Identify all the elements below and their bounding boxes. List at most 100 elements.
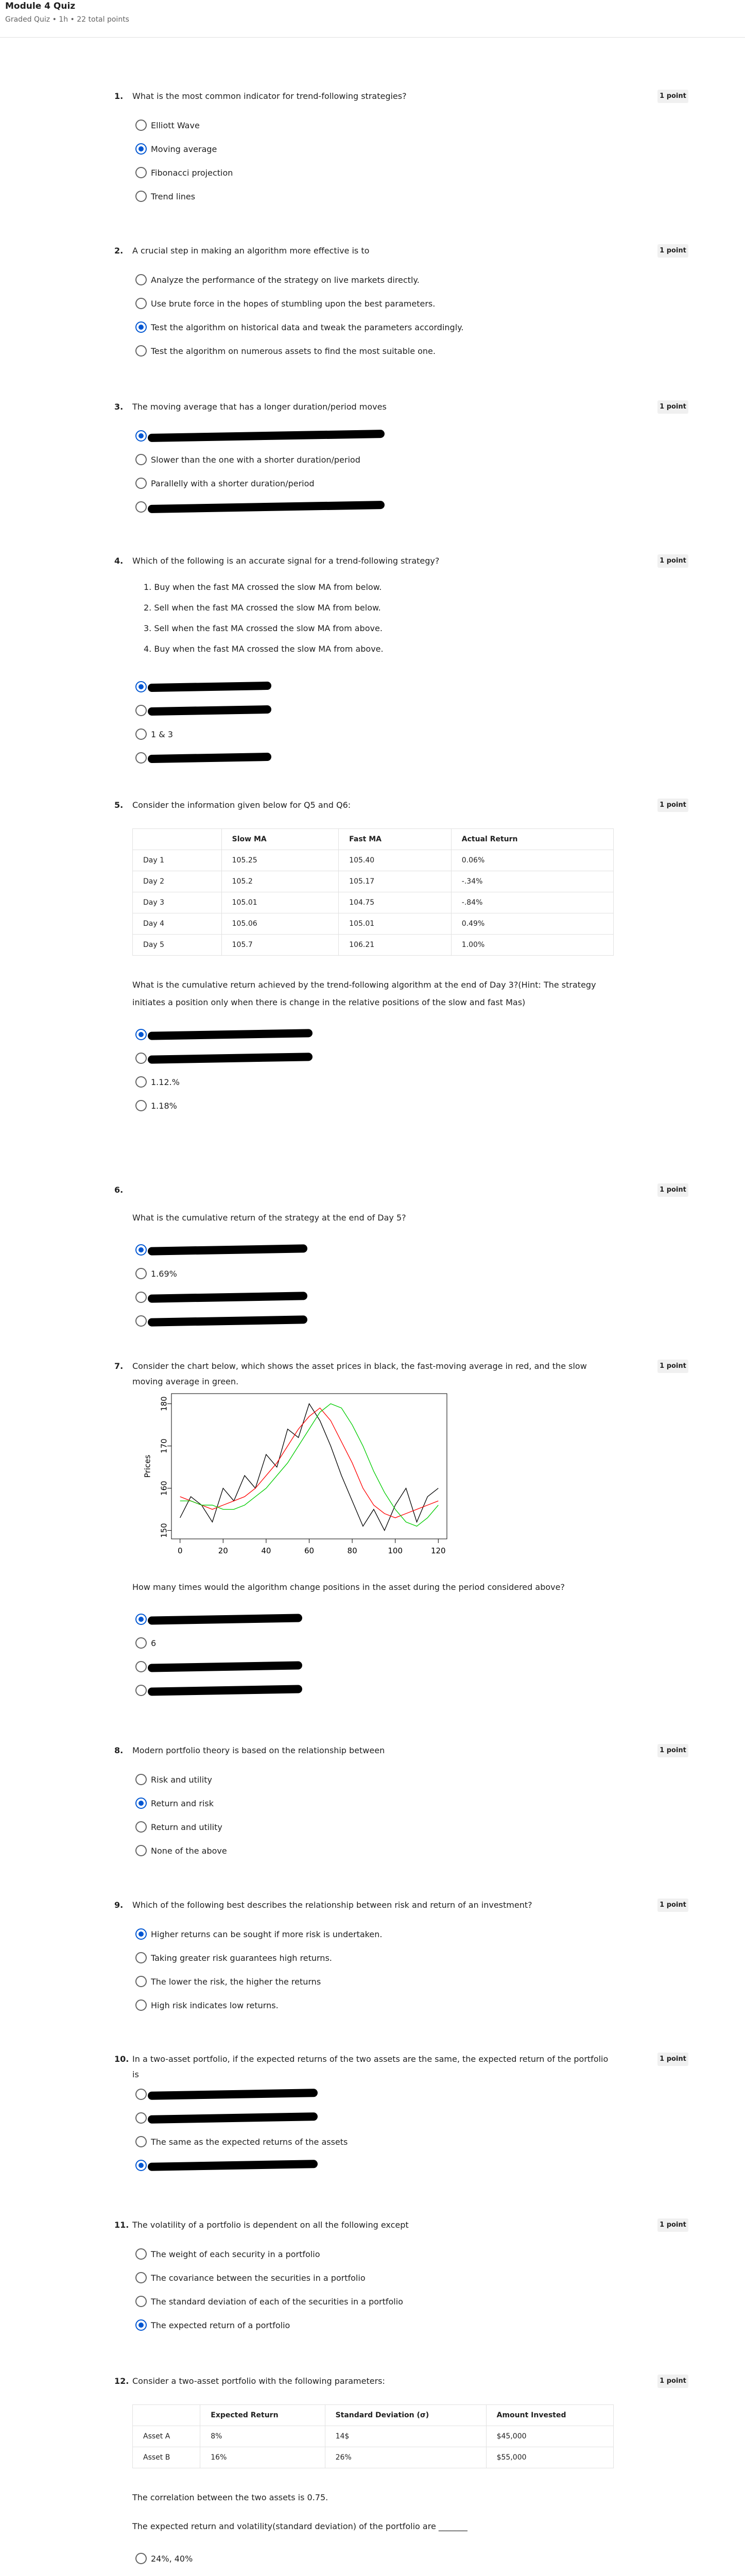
answer-option[interactable]: Return and utility <box>132 1815 614 1839</box>
radio-button[interactable] <box>135 345 147 357</box>
radio-button[interactable] <box>135 120 147 131</box>
radio-button[interactable] <box>135 143 147 155</box>
radio-button[interactable] <box>135 274 147 285</box>
answer-option[interactable]: Analyze the performance of the strategy … <box>132 268 614 292</box>
answer-option[interactable] <box>132 1023 614 1046</box>
answer-option[interactable] <box>132 1285 614 1309</box>
table-header-cell <box>132 2404 201 2426</box>
answer-option[interactable]: Taking greater risk guarantees high retu… <box>132 1946 614 1970</box>
radio-button[interactable] <box>135 1976 147 1987</box>
radio-button[interactable] <box>135 298 147 309</box>
radio-button[interactable] <box>135 2136 147 2147</box>
radio-button[interactable] <box>135 681 147 692</box>
radio-button[interactable] <box>135 2089 147 2100</box>
answer-option[interactable] <box>132 1655 614 1679</box>
radio-button[interactable] <box>135 1614 147 1625</box>
answer-option[interactable]: The lower the risk, the higher the retur… <box>132 1970 614 1993</box>
answer-option[interactable]: 1 & 3 <box>132 722 614 746</box>
points-badge: 1 point <box>657 2218 688 2232</box>
radio-button[interactable] <box>135 2296 147 2307</box>
answer-option[interactable]: 1.69% <box>132 1262 614 1285</box>
radio-button[interactable] <box>135 1268 147 1279</box>
answer-option[interactable]: 6 <box>132 1631 614 1655</box>
answer-option[interactable] <box>132 495 614 519</box>
radio-button[interactable] <box>135 454 147 465</box>
answer-option[interactable] <box>132 699 614 722</box>
radio-button[interactable] <box>135 321 147 333</box>
answer-option[interactable]: None of the above <box>132 1839 614 1862</box>
radio-button[interactable] <box>135 705 147 716</box>
answer-option[interactable]: The weight of each security in a portfol… <box>132 2242 614 2266</box>
radio-button[interactable] <box>135 1774 147 1785</box>
answer-option[interactable]: Test the algorithm on numerous assets to… <box>132 339 614 363</box>
answer-option[interactable]: The same as the expected returns of the … <box>132 2130 614 2154</box>
radio-button[interactable] <box>135 1244 147 1256</box>
answer-option[interactable] <box>132 424 614 448</box>
answer-option[interactable] <box>132 1607 614 1631</box>
question-header: 11. The volatility of a portfolio is depe… <box>0 2217 745 2233</box>
radio-button[interactable] <box>135 2112 147 2124</box>
radio-button[interactable] <box>135 1637 147 1649</box>
answer-option[interactable]: Higher returns can be sought if more ris… <box>132 1922 614 1946</box>
answer-option[interactable] <box>132 675 614 699</box>
answer-option[interactable]: 1.12.% <box>132 1070 614 1094</box>
radio-button[interactable] <box>135 167 147 178</box>
answer-option[interactable]: The standard deviation of each of the se… <box>132 2290 614 2313</box>
answer-option[interactable]: Moving average <box>132 137 614 161</box>
radio-button[interactable] <box>135 1315 147 1327</box>
answer-option[interactable]: Elliott Wave <box>132 113 614 137</box>
radio-button[interactable] <box>135 430 147 442</box>
table-cell: Day 5 <box>132 934 222 956</box>
radio-button[interactable] <box>135 1076 147 1088</box>
radio-button[interactable] <box>135 1952 147 1963</box>
radio-button[interactable] <box>135 1053 147 1064</box>
option-text: Higher returns can be sought if more ris… <box>151 1929 383 1939</box>
radio-button[interactable] <box>135 1999 147 2011</box>
answer-option[interactable]: 1.18% <box>132 1094 614 1117</box>
answer-option[interactable]: Return and risk <box>132 1791 614 1815</box>
radio-button[interactable] <box>135 1661 147 1672</box>
answer-option[interactable]: 24%, 40% <box>132 2547 614 2570</box>
answer-option[interactable]: Parallelly with a shorter duration/perio… <box>132 471 614 495</box>
radio-button[interactable] <box>135 478 147 489</box>
question-text: What is the most common indicator for tr… <box>132 91 407 101</box>
answer-option[interactable] <box>132 746 614 770</box>
radio-button[interactable] <box>135 2160 147 2171</box>
answer-option[interactable]: Slower than the one with a shorter durat… <box>132 448 614 471</box>
quiz-title: Module 4 Quiz <box>5 1 76 11</box>
radio-button[interactable] <box>135 1100 147 1111</box>
answer-option[interactable] <box>132 2154 614 2177</box>
radio-button[interactable] <box>135 2248 147 2260</box>
radio-button[interactable] <box>135 1928 147 1940</box>
answer-option[interactable] <box>132 1046 614 1070</box>
answer-option[interactable]: 12%, 20% <box>132 2570 614 2576</box>
answer-option[interactable]: Fibonacci projection <box>132 161 614 184</box>
answer-option[interactable] <box>132 2082 614 2106</box>
radio-button[interactable] <box>135 1685 147 1696</box>
option-text: High risk indicates low returns. <box>151 2000 279 2010</box>
radio-button[interactable] <box>135 191 147 202</box>
answer-option[interactable] <box>132 1309 614 1333</box>
radio-button[interactable] <box>135 2272 147 2283</box>
radio-button[interactable] <box>135 1821 147 1833</box>
radio-button[interactable] <box>135 1798 147 1809</box>
answer-option[interactable]: Trend lines <box>132 184 614 208</box>
answer-option[interactable]: The covariance between the securities in… <box>132 2266 614 2290</box>
answer-option[interactable] <box>132 2106 614 2130</box>
radio-button[interactable] <box>135 1029 147 1040</box>
radio-button[interactable] <box>135 2319 147 2331</box>
answer-option[interactable]: Test the algorithm on historical data an… <box>132 315 614 339</box>
radio-button[interactable] <box>135 752 147 764</box>
table-cell: Day 1 <box>132 850 222 871</box>
answer-option[interactable] <box>132 1679 614 1702</box>
answer-option[interactable]: High risk indicates low returns. <box>132 1993 614 2017</box>
radio-button[interactable] <box>135 2553 147 2564</box>
radio-button[interactable] <box>135 1845 147 1856</box>
radio-button[interactable] <box>135 501 147 513</box>
answer-option[interactable] <box>132 1238 614 1262</box>
answer-option[interactable]: Risk and utility <box>132 1768 614 1791</box>
answer-option[interactable]: The expected return of a portfolio <box>132 2313 614 2337</box>
radio-button[interactable] <box>135 1292 147 1303</box>
radio-button[interactable] <box>135 728 147 740</box>
answer-option[interactable]: Use brute force in the hopes of stumblin… <box>132 292 614 315</box>
